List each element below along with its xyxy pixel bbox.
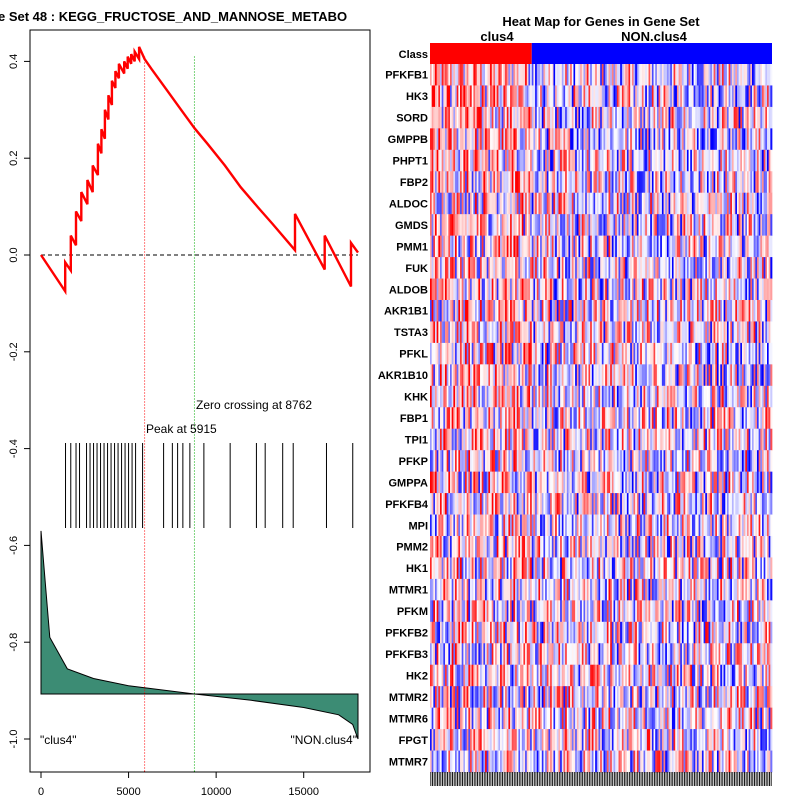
gene-row-label: PFKM — [397, 606, 428, 618]
class-bar-clus4 — [430, 43, 532, 64]
heatmap-title: Heat Map for Genes in Gene Set — [502, 14, 700, 29]
gene-row-label: FBP1 — [400, 413, 428, 425]
class-bar-non-clus4 — [532, 43, 772, 64]
y-tick-label: -0.8 — [8, 633, 20, 652]
heatmap-cell — [770, 493, 772, 515]
gene-row-label: SORD — [396, 113, 428, 125]
gene-row-label: AKR1B10 — [378, 370, 428, 382]
group-label-non-clus4: NON.clus4 — [621, 29, 688, 44]
peak-label: Peak at 5915 — [146, 422, 217, 436]
gene-row-labels: PFKFB1 HK3 SORD GMPPB PHPT1 FBP2 ALDOC GMDS PMM1… — [378, 70, 429, 769]
gene-row-label: FPGT — [399, 735, 429, 747]
heatmap-cell — [770, 515, 772, 537]
x-tick-label: 5000 — [116, 786, 140, 798]
heatmap-cell — [770, 536, 772, 558]
heatmap-cell — [770, 171, 772, 193]
gene-hit-marks — [66, 443, 353, 528]
heatmap-cells — [430, 64, 772, 772]
gene-row-label: HK2 — [406, 670, 428, 682]
x-tick-label: 15000 — [288, 786, 319, 798]
gene-row-label: TPI1 — [405, 434, 428, 446]
heatmap-cell — [770, 150, 772, 172]
gene-row-label: ALDOC — [389, 198, 428, 210]
gene-row-label: MTMR7 — [389, 756, 428, 768]
x-tick-label: 10000 — [201, 786, 232, 798]
heatmap-cell — [770, 85, 772, 107]
gene-row-label: GMDS — [395, 220, 428, 232]
enrichment-plot: e Set 48 : KEGG_FRUCTOSE_AND_MANNOSE_MET… — [0, 9, 370, 798]
gene-row-label: PFKFB2 — [385, 628, 428, 640]
heatmap-cell — [770, 193, 772, 215]
x-axis: 0 5000 10000 15000 — [38, 772, 319, 798]
heatmap-cell — [770, 300, 772, 322]
enrichment-plot-title: e Set 48 : KEGG_FRUCTOSE_AND_MANNOSE_MET… — [0, 9, 347, 24]
y-tick-label: 0.2 — [8, 151, 20, 166]
group-label-clus4: clus4 — [480, 29, 514, 44]
heatmap-cell — [770, 364, 772, 386]
gene-row-label: KHK — [404, 392, 428, 404]
heatmap-cell — [770, 343, 772, 365]
gene-row-label: FBP2 — [400, 177, 428, 189]
gene-row-label: GMPPA — [388, 477, 428, 489]
heatmap-cell — [770, 107, 772, 129]
gene-row-label: PFKFB4 — [385, 499, 429, 511]
heatmap-cell — [770, 450, 772, 472]
gene-row-label: PHPT1 — [393, 156, 428, 168]
heatmap-cell — [770, 386, 772, 408]
gene-row-label: MTMR1 — [389, 585, 428, 597]
gene-row-label: PMM1 — [396, 241, 428, 253]
gene-row-label: HK1 — [406, 563, 428, 575]
heatmap-cell — [770, 214, 772, 236]
gene-row-label: MPI — [408, 520, 428, 532]
gene-row-label: PFKFB3 — [385, 649, 428, 661]
gene-row-label: PFKP — [399, 456, 428, 468]
class-row-label: Class — [399, 49, 428, 61]
gene-row-label: FUK — [405, 263, 428, 275]
gene-heatmap: Heat Map for Genes in Gene Set clus4 NON… — [378, 14, 772, 786]
gene-row-label: PMM2 — [396, 542, 428, 554]
gene-row-label: TSTA3 — [394, 327, 428, 339]
heatmap-cell — [770, 279, 772, 301]
gene-row-label: MTMR2 — [389, 692, 428, 704]
y-tick-label: -0.6 — [8, 536, 20, 555]
gene-row-label: AKR1B1 — [384, 306, 428, 318]
y-tick-label: -0.2 — [8, 342, 20, 361]
y-tick-label: -1.0 — [8, 730, 20, 749]
y-axis: 0.4 0.2 0.0 -0.2 -0.4 -0.6 -0.8 -1.0 — [8, 54, 30, 749]
heatmap-cell — [770, 236, 772, 258]
zero-crossing-label: Zero crossing at 8762 — [196, 398, 312, 412]
gene-row-label: GMPPB — [388, 134, 428, 146]
heatmap-cell — [770, 64, 772, 86]
heatmap-cell — [770, 429, 772, 451]
gene-row-label: PFKFB1 — [385, 70, 428, 82]
y-tick-label: -0.4 — [8, 439, 20, 458]
gene-row-label: MTMR6 — [389, 713, 428, 725]
heatmap-cell — [770, 128, 772, 150]
heatmap-cell — [770, 472, 772, 494]
heatmap-cell — [770, 257, 772, 279]
x-tick-label: 0 — [38, 786, 44, 798]
y-tick-label: 0.4 — [8, 54, 20, 69]
heatmap-cell — [770, 321, 772, 343]
ranked-metric-area — [41, 531, 358, 739]
right-group-annotation: "NON.clus4" — [290, 733, 357, 747]
gene-row-label: HK3 — [406, 91, 428, 103]
gene-row-label: PFKL — [399, 349, 428, 361]
left-group-annotation: "clus4" — [40, 733, 77, 747]
heatmap-cell — [770, 407, 772, 429]
y-tick-label: 0.0 — [8, 247, 20, 262]
gene-row-label: ALDOB — [389, 284, 428, 296]
